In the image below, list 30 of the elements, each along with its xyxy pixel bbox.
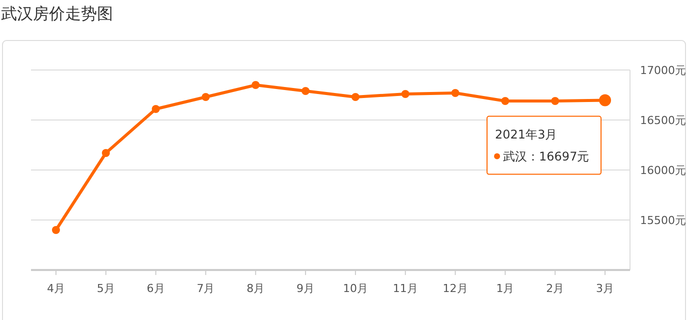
x-tick-label: 8月 (246, 282, 265, 295)
x-tick-label: 7月 (196, 282, 215, 295)
x-tick-label: 11月 (392, 282, 418, 295)
x-tick-label: 6月 (146, 282, 165, 295)
y-tick-label: 16500元 (640, 114, 686, 127)
x-tick-label: 12月 (442, 282, 468, 295)
point (451, 89, 460, 97)
x-tick-label: 5月 (96, 282, 115, 295)
annotation: 武汉：16697元 (503, 149, 590, 164)
x-tick-label: 3月 (596, 282, 614, 295)
point (102, 149, 110, 157)
x-tick-label: 4月 (46, 282, 65, 295)
point (202, 93, 210, 101)
point (52, 226, 60, 234)
point (501, 97, 510, 105)
x-tick-label: 9月 (296, 282, 315, 295)
x-tick-label: 2月 (546, 282, 564, 295)
y-tick-label: 17000元 (640, 64, 686, 77)
point (152, 105, 160, 113)
annotation: 2021年3月 (495, 127, 558, 142)
point (551, 97, 560, 105)
chart-title: 武汉房价走势图 (1, 4, 113, 23)
point (252, 81, 260, 89)
y-tick-label: 15500元 (640, 214, 686, 227)
x-tick-label: 10月 (342, 282, 368, 295)
point (401, 90, 410, 98)
point (351, 93, 360, 101)
y-tick-label: 16000元 (640, 164, 686, 177)
x-tick-label: 1月 (496, 282, 514, 295)
point (302, 87, 310, 95)
